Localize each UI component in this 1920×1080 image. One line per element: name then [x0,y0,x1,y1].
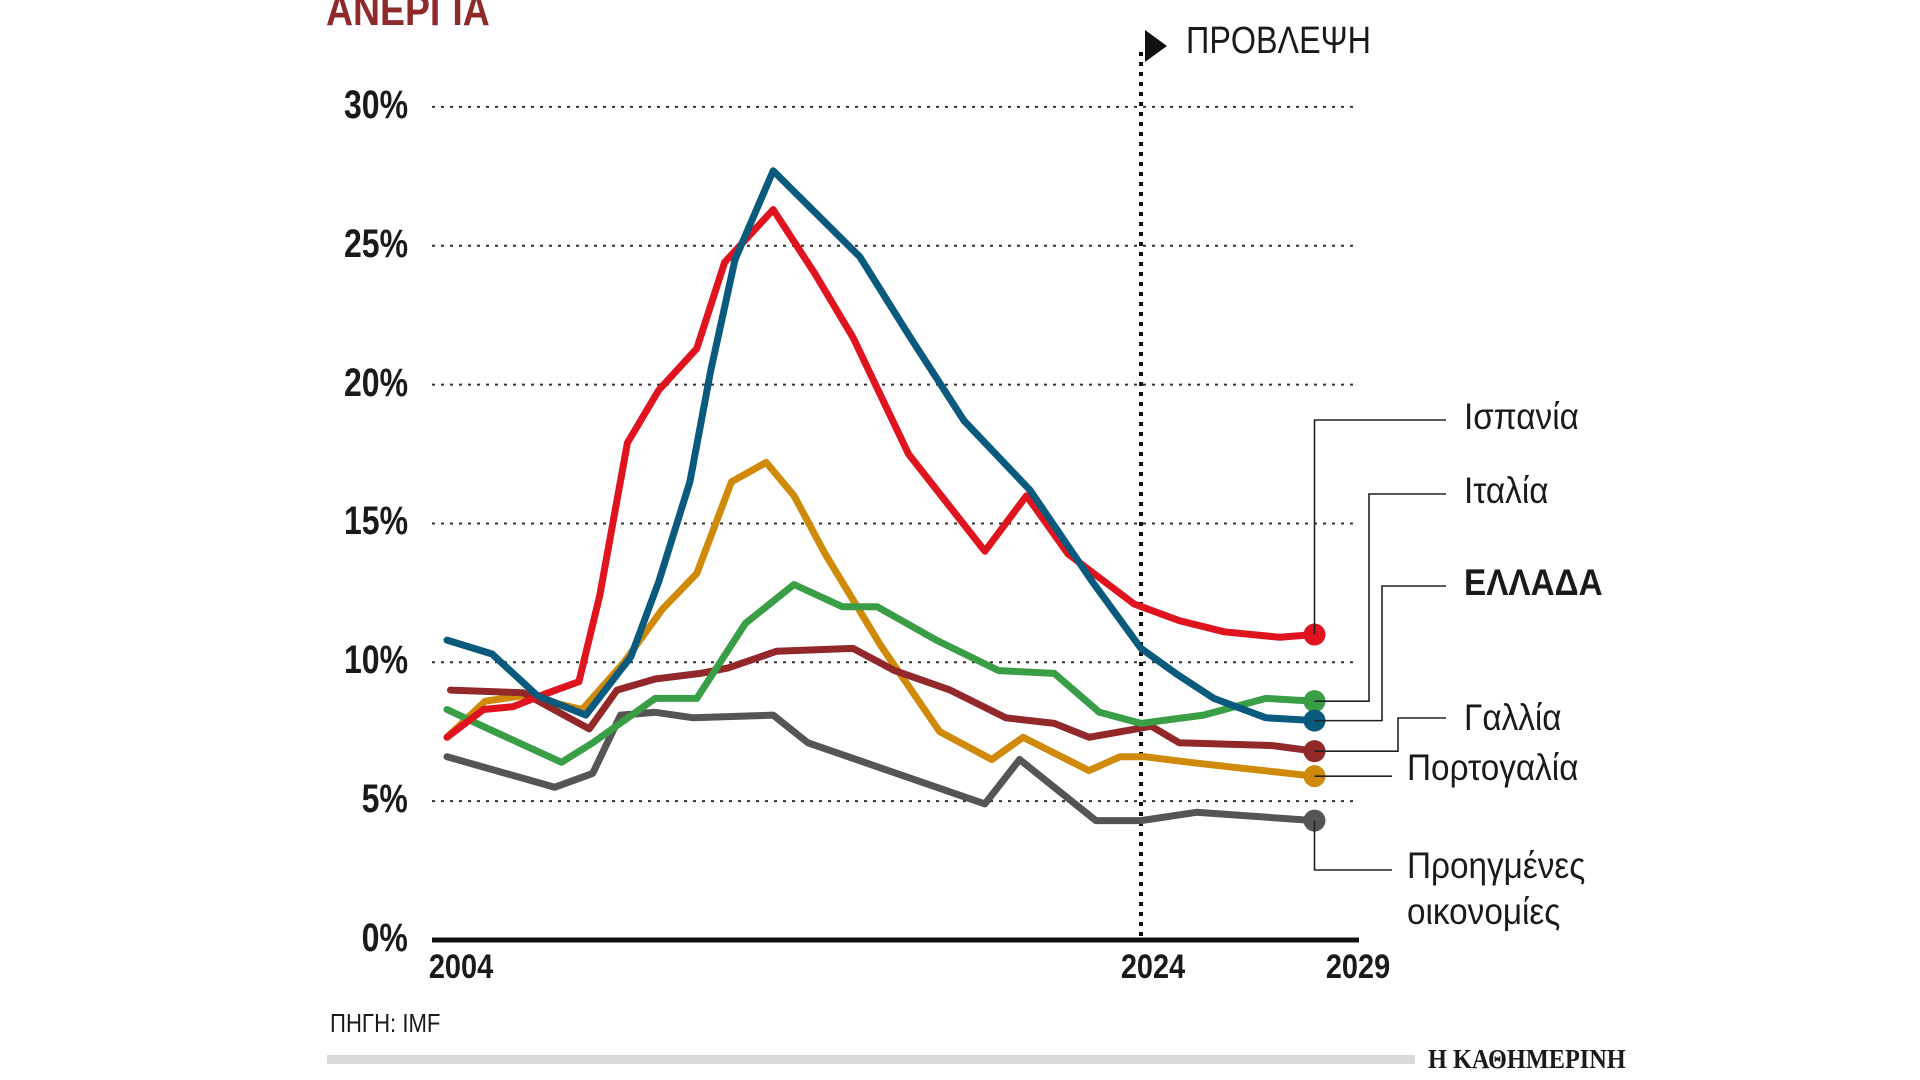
x-tick-label: 2029 [1325,948,1391,986]
x-tick-label: 2024 [1120,948,1186,986]
y-tick-label: 15% [343,499,408,544]
y-tick-label: 20% [343,360,408,405]
series-lines [443,167,1326,832]
legend-label-france: Γαλλία [1464,697,1562,738]
footer-bar [327,1055,1415,1064]
label-connector-line [1314,717,1446,752]
y-tick-label: 30% [343,82,408,127]
chart-title: ΑΝΕΡΓΙΑ [326,0,490,35]
legend-label-greece: ΕΛΛΑΔΑ [1464,562,1603,603]
series-line [443,458,1318,780]
label-connectors [1313,419,1446,871]
legend-label-portugal: Πορτογαλία [1407,747,1579,788]
forecast-label: ΠΡΟΒΛΕΨΗ [1186,20,1371,62]
source-note: ΠΗΓΗ: IMF [330,1008,441,1038]
forecast-triangle-icon [1145,30,1167,62]
legend-label-spain: Ισπανία [1464,396,1579,437]
label-connector-line [1314,493,1446,702]
label-connector-line [1314,585,1446,722]
legend-label-italy: Ιταλία [1464,470,1549,511]
series-line [443,206,1318,741]
series-line [447,644,1318,755]
series-line [443,581,1318,766]
publisher-logo: Η ΚΑΘΗΜΕΡΙΝΗ [1428,1044,1626,1074]
series-line [443,167,1318,725]
series-line [443,708,1318,825]
label-connector-line [1313,419,1446,635]
x-tick-label: 2004 [428,948,494,986]
y-tick-label: 5% [361,777,408,822]
legend-label-advanced-line1: Προηγμένες [1407,845,1586,886]
label-connector-line [1313,820,1392,871]
y-tick-label: 10% [343,638,408,683]
legend-label-advanced-line2: οικονομίες [1407,891,1561,932]
y-tick-label: 25% [343,221,408,266]
gridlines [432,30,1359,943]
y-tick-label: 0% [361,916,408,960]
